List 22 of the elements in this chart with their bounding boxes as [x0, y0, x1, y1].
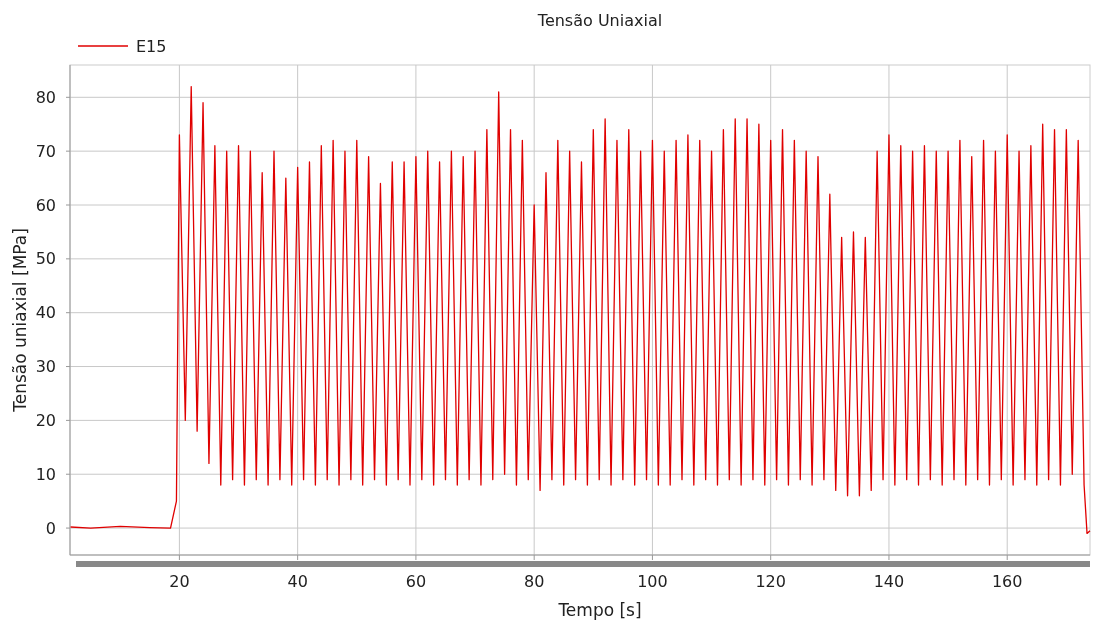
- y-tick-label: 80: [35, 87, 56, 107]
- x-axis-title: Tempo [s]: [557, 600, 642, 620]
- y-tick-label: 20: [35, 410, 56, 430]
- x-tick-label: 40: [287, 572, 308, 591]
- x-tick-label: 120: [755, 572, 786, 591]
- x-tick-label: 100: [637, 572, 668, 591]
- y-tick-label: 30: [35, 357, 56, 377]
- x-tick-label: 60: [405, 572, 427, 591]
- y-tick-label: 40: [35, 303, 56, 323]
- line-series: [70, 85, 1091, 535]
- y-tick-label: 0: [45, 518, 56, 538]
- x-tick-label: 80: [523, 572, 545, 591]
- y-tick-label: 60: [35, 195, 56, 215]
- x-tick-label: 20: [169, 572, 190, 591]
- x-tick-label: 140: [873, 572, 905, 591]
- y-tick-label: 10: [35, 464, 56, 484]
- legend-label: E15: [136, 36, 167, 56]
- y-tick-label: 70: [35, 141, 56, 161]
- y-axis-title: Tensão uniaxial [MPa]: [10, 228, 30, 413]
- chart-title: Tensão Uniaxial: [536, 11, 663, 30]
- y-tick-label: 50: [35, 249, 56, 269]
- x-tick-label: 160: [991, 572, 1023, 591]
